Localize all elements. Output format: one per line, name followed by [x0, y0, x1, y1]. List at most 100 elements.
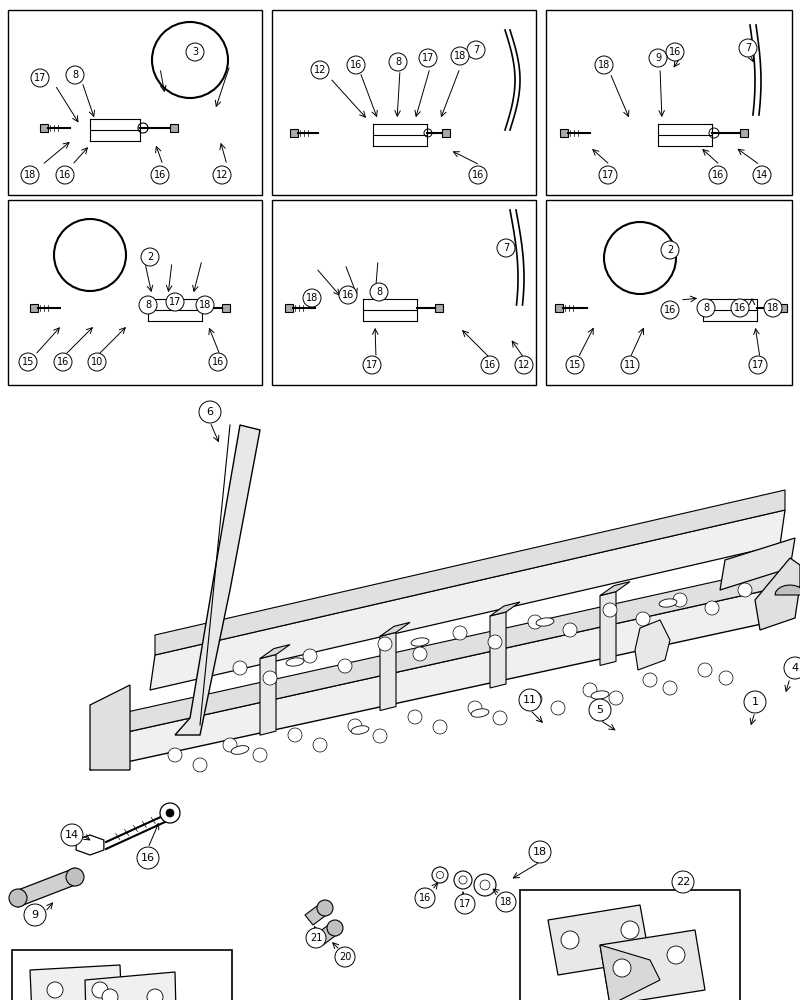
Bar: [546, 10, 792, 195]
Circle shape: [621, 356, 639, 374]
Polygon shape: [600, 930, 705, 1000]
Text: 17: 17: [602, 170, 614, 180]
Circle shape: [88, 353, 106, 371]
Circle shape: [643, 673, 657, 687]
Circle shape: [469, 166, 487, 184]
Text: 17: 17: [34, 73, 46, 83]
Circle shape: [432, 867, 448, 883]
Bar: [560, 129, 568, 137]
Bar: [555, 304, 563, 312]
Ellipse shape: [659, 599, 677, 607]
Circle shape: [474, 874, 496, 896]
Circle shape: [451, 47, 469, 65]
Circle shape: [253, 748, 267, 762]
Polygon shape: [380, 632, 396, 711]
Circle shape: [168, 748, 182, 762]
Circle shape: [649, 49, 667, 67]
Circle shape: [744, 691, 766, 713]
Polygon shape: [635, 620, 670, 670]
Ellipse shape: [411, 638, 429, 646]
Circle shape: [719, 671, 733, 685]
Circle shape: [563, 623, 577, 637]
Text: 17: 17: [752, 360, 764, 370]
Polygon shape: [315, 923, 339, 945]
Circle shape: [661, 241, 679, 259]
Text: 7: 7: [745, 43, 751, 53]
Circle shape: [768, 590, 782, 604]
Text: 8: 8: [395, 57, 401, 67]
Circle shape: [66, 868, 84, 886]
Text: 17: 17: [422, 53, 434, 63]
Circle shape: [141, 248, 159, 266]
Circle shape: [327, 920, 343, 936]
Text: 16: 16: [669, 47, 681, 57]
Text: 2: 2: [667, 245, 673, 255]
Circle shape: [551, 701, 565, 715]
Circle shape: [288, 728, 302, 742]
Polygon shape: [548, 905, 650, 975]
Polygon shape: [85, 972, 178, 1000]
Bar: [12, 950, 232, 1000]
Text: 1: 1: [751, 697, 758, 707]
Circle shape: [603, 603, 617, 617]
Circle shape: [313, 738, 327, 752]
Text: 16: 16: [712, 170, 724, 180]
Circle shape: [66, 66, 84, 84]
Bar: [442, 129, 450, 137]
Circle shape: [151, 166, 169, 184]
Bar: [779, 304, 787, 312]
Circle shape: [160, 803, 180, 823]
Circle shape: [339, 286, 357, 304]
Circle shape: [738, 583, 752, 597]
Text: 8: 8: [376, 287, 382, 297]
Polygon shape: [305, 903, 329, 925]
Circle shape: [348, 719, 362, 733]
Circle shape: [137, 847, 159, 869]
Circle shape: [698, 663, 712, 677]
Polygon shape: [90, 685, 130, 770]
Circle shape: [709, 128, 719, 138]
Text: 17: 17: [459, 899, 471, 909]
Polygon shape: [490, 612, 506, 688]
Bar: [40, 124, 48, 132]
Text: 16: 16: [664, 305, 676, 315]
Circle shape: [415, 888, 435, 908]
Text: 18: 18: [767, 303, 779, 313]
Circle shape: [92, 982, 108, 998]
Circle shape: [213, 166, 231, 184]
Circle shape: [311, 61, 329, 79]
Text: 8: 8: [72, 70, 78, 80]
Text: 16: 16: [484, 360, 496, 370]
Text: 16: 16: [57, 357, 69, 367]
Polygon shape: [600, 592, 616, 665]
Circle shape: [56, 166, 74, 184]
Text: 8: 8: [703, 303, 709, 313]
Text: 18: 18: [199, 300, 211, 310]
Text: 9: 9: [31, 910, 38, 920]
Circle shape: [749, 356, 767, 374]
Circle shape: [467, 41, 485, 59]
Circle shape: [413, 647, 427, 661]
Circle shape: [666, 43, 684, 61]
Circle shape: [672, 871, 694, 893]
Text: 18: 18: [533, 847, 547, 857]
Polygon shape: [600, 582, 630, 596]
Text: 16: 16: [419, 893, 431, 903]
Circle shape: [454, 871, 472, 889]
Text: 6: 6: [206, 407, 214, 417]
Text: 3: 3: [192, 47, 198, 57]
Circle shape: [166, 293, 184, 311]
Ellipse shape: [536, 618, 554, 626]
Circle shape: [209, 353, 227, 371]
Bar: [435, 304, 443, 312]
Circle shape: [488, 635, 502, 649]
Circle shape: [102, 989, 118, 1000]
Circle shape: [697, 299, 715, 317]
Circle shape: [613, 959, 631, 977]
Circle shape: [31, 69, 49, 87]
Circle shape: [233, 661, 247, 675]
Text: 14: 14: [65, 830, 79, 840]
Polygon shape: [600, 945, 660, 1000]
Circle shape: [424, 129, 432, 137]
Circle shape: [317, 900, 333, 916]
